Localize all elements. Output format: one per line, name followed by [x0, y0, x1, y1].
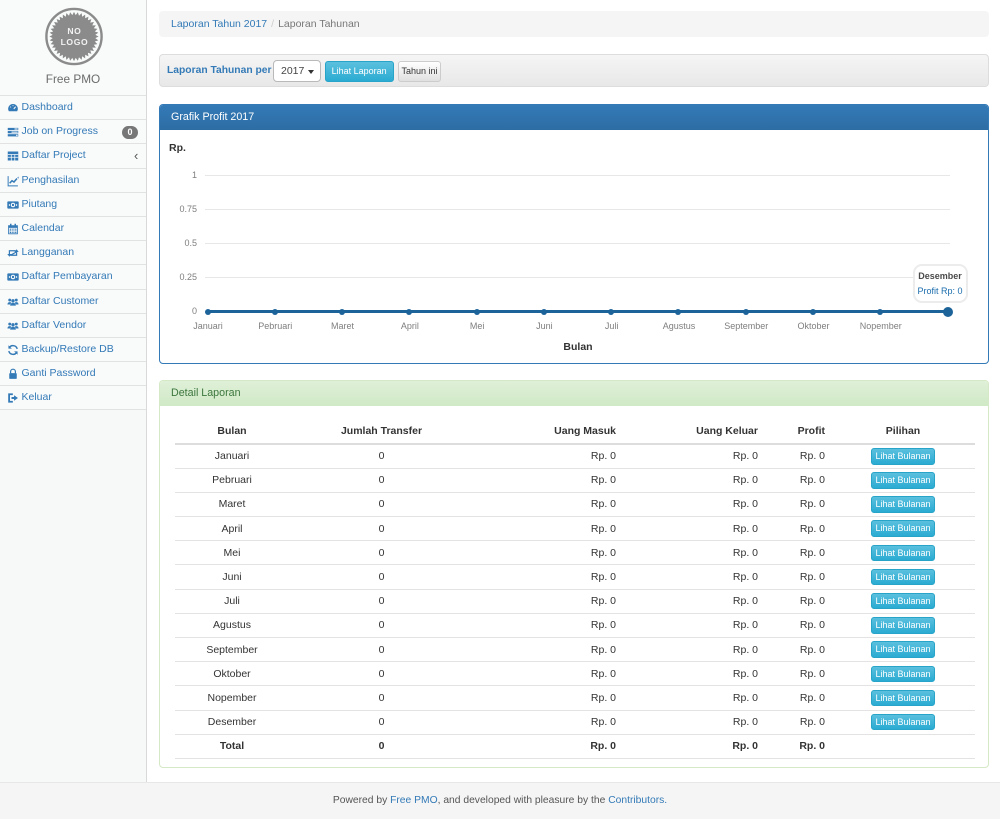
svg-text:NO: NO: [67, 26, 81, 36]
svg-text:LOGO: LOGO: [61, 37, 89, 47]
